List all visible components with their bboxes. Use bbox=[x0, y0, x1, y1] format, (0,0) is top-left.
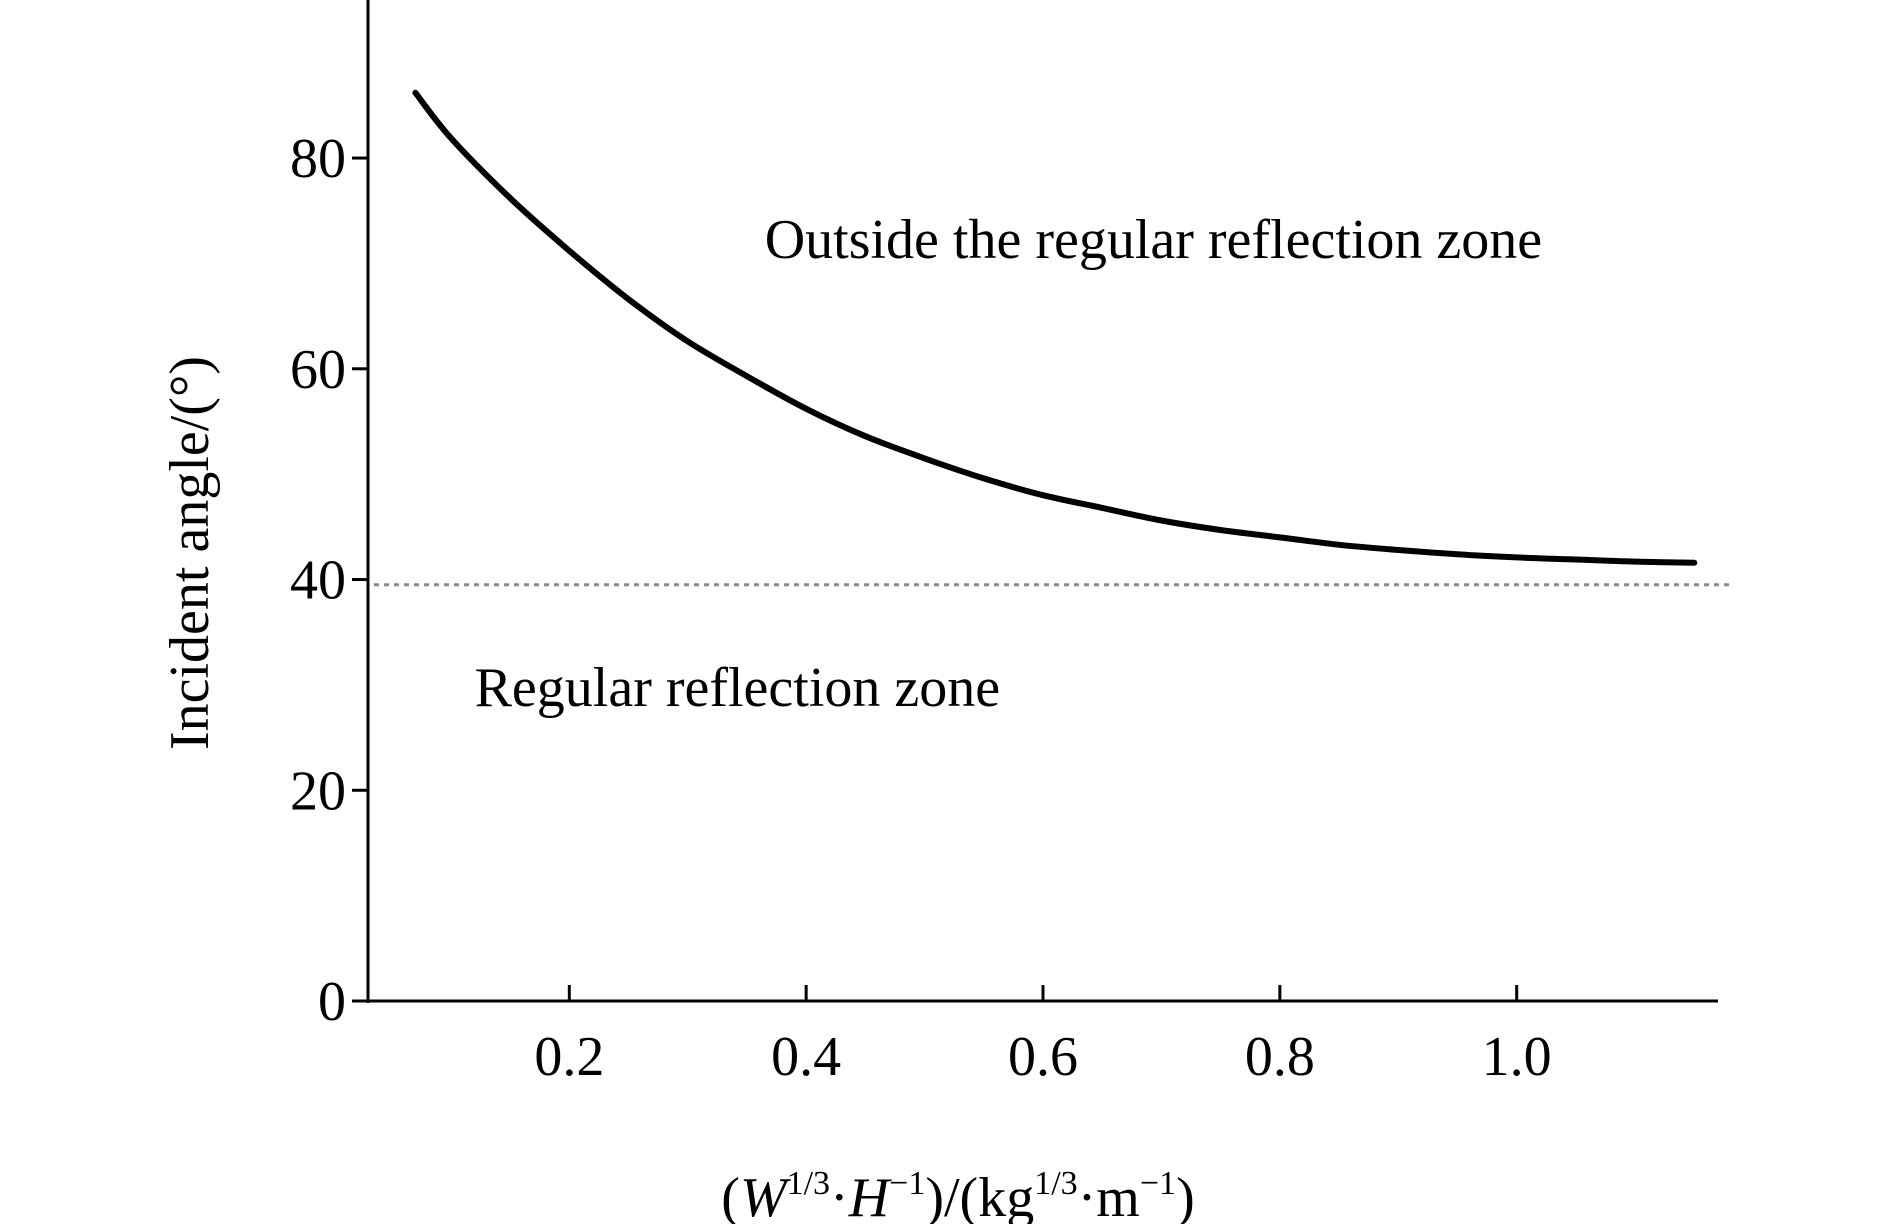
x-axis-title-dot: · bbox=[830, 1167, 849, 1224]
x-axis-title: (W1/3·H−1)/(kg1/3·m−1) bbox=[721, 1165, 1194, 1224]
x-axis-title-mid: )/(kg bbox=[925, 1167, 1034, 1224]
x-tick-label: 0.8 bbox=[1245, 1026, 1315, 1088]
annotations: Outside the regular reflection zone Regul… bbox=[475, 209, 1543, 719]
x-axis-title-h-exponent: −1 bbox=[889, 1165, 925, 1202]
x-axis-title-kg-exponent: 1/3 bbox=[1034, 1165, 1077, 1202]
x-axis-title-open: ( bbox=[721, 1167, 740, 1224]
x-tick-label: 0.2 bbox=[534, 1026, 604, 1088]
x-ticks: 0.2 0.4 0.6 0.8 1.0 bbox=[534, 985, 1552, 1088]
y-tick-label: 0 bbox=[318, 971, 346, 1033]
x-axis-title-close: ) bbox=[1176, 1167, 1195, 1224]
y-tick-label: 60 bbox=[290, 339, 346, 401]
x-axis-title-w: W bbox=[740, 1167, 791, 1224]
x-axis-title-m: ·m bbox=[1078, 1167, 1140, 1224]
plot-area: 0 20 40 60 80 0.2 0.4 0.6 0.8 1.0 Outside the re… bbox=[290, 0, 1730, 1088]
series-line-incident-angle bbox=[412, 89, 1698, 566]
x-axis-title-h: H bbox=[848, 1167, 892, 1224]
y-axis-title: Incident angle/(°) bbox=[159, 356, 221, 750]
x-axis-title-w-exponent: 1/3 bbox=[787, 1165, 830, 1202]
annotation-label: Outside the regular reflection zone bbox=[765, 209, 1542, 271]
y-ticks: 0 20 40 60 80 bbox=[290, 128, 368, 1033]
x-tick-label: 1.0 bbox=[1482, 1026, 1552, 1088]
y-tick-label: 20 bbox=[290, 760, 346, 822]
y-tick-label: 40 bbox=[290, 550, 346, 612]
annotation-label: Regular reflection zone bbox=[475, 657, 1001, 719]
x-axis-title-m-exponent: −1 bbox=[1140, 1165, 1176, 1202]
y-tick-label: 80 bbox=[290, 128, 346, 190]
x-tick-label: 0.4 bbox=[771, 1026, 841, 1088]
x-tick-label: 0.6 bbox=[1008, 1026, 1078, 1088]
